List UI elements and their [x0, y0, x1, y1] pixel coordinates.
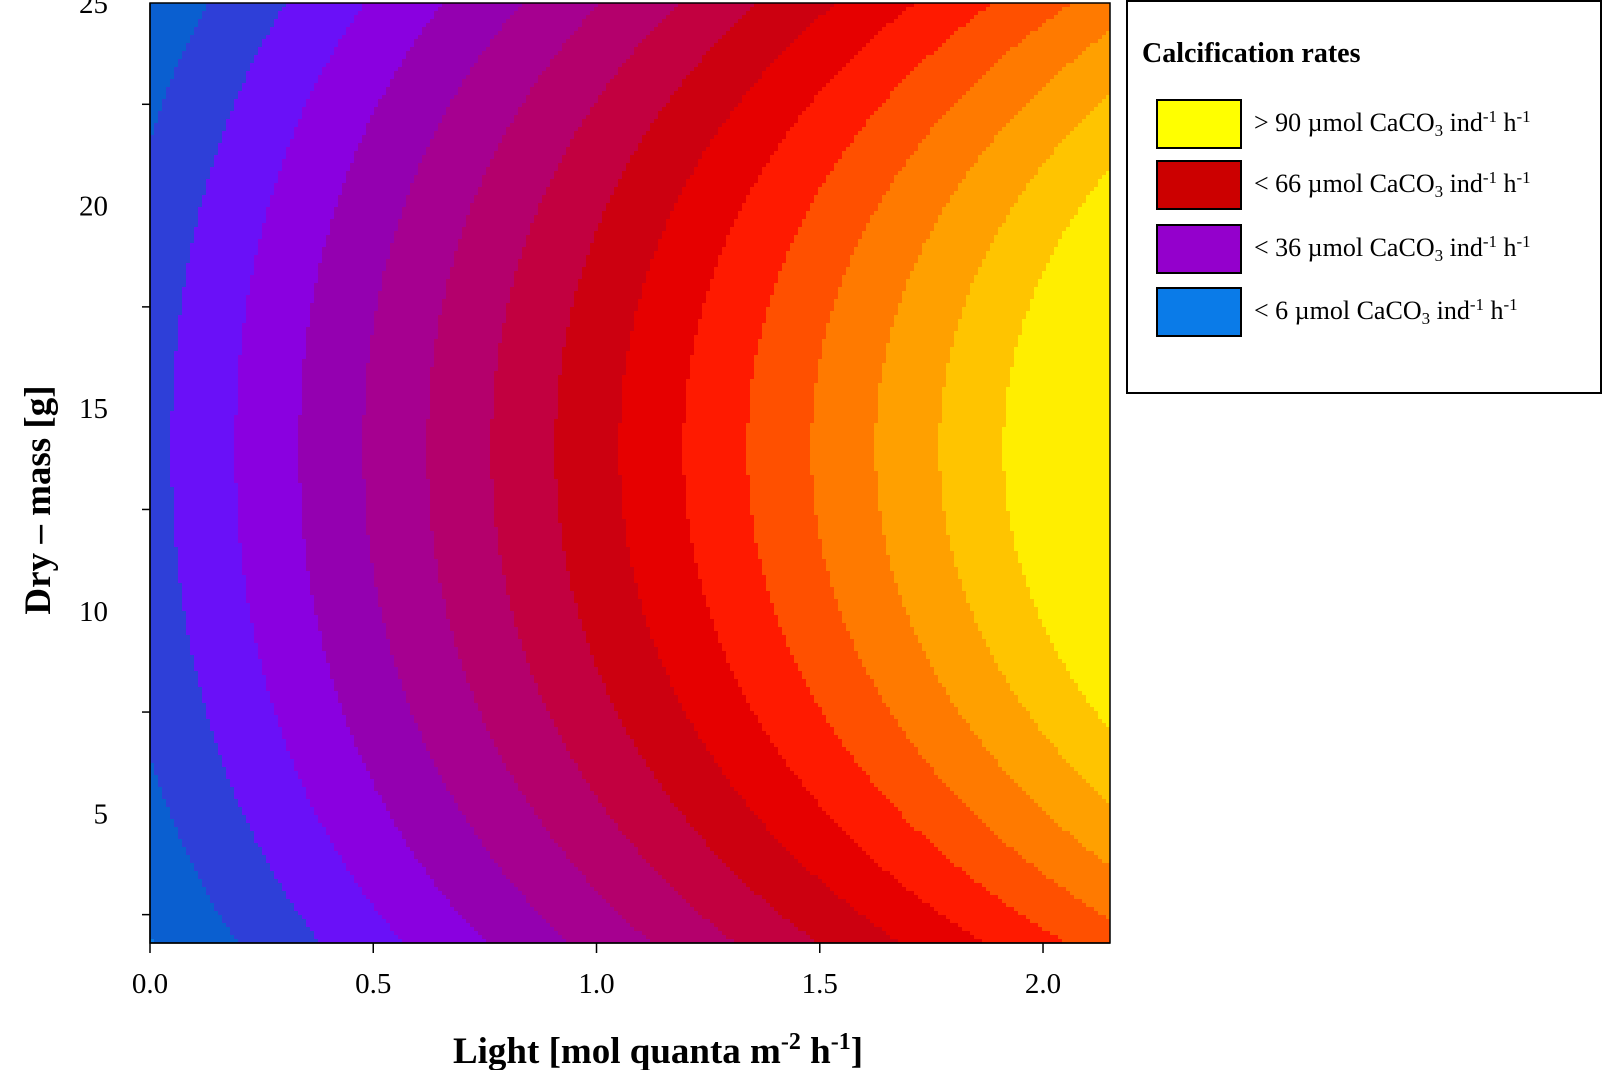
contour-band-5: [298, 3, 566, 943]
contour-band-0: [150, 939, 154, 943]
y-tick-label: 15: [79, 393, 108, 425]
legend-label: < 66 µmol CaCO3 ind-1 h-1: [1254, 168, 1531, 201]
legend-title: Calcification rates: [1142, 38, 1361, 69]
contour-band-14: [874, 31, 1110, 863]
contour-band-7: [426, 3, 734, 943]
legend-swatch: [1156, 160, 1242, 210]
contour-band-8: [490, 3, 814, 943]
legend-swatch: [1156, 287, 1242, 337]
legend-swatch: [1156, 224, 1242, 274]
y-tick-label: 5: [94, 798, 109, 830]
legend-swatch: [1156, 99, 1242, 149]
legend-label: < 6 µmol CaCO3 ind-1 h-1: [1254, 295, 1518, 328]
x-tick-label: 2.0: [1025, 968, 1061, 1000]
x-tick-label: 0.0: [132, 968, 168, 1000]
x-tick-label: 1.0: [578, 968, 614, 1000]
contour-band-2: [150, 3, 318, 943]
contour-band-4: [234, 3, 486, 943]
contour-band-1: [150, 3, 238, 943]
contour-band-13: [810, 3, 1110, 919]
x-axis: 0.0 0.5 1.0 1.5 2.0: [132, 942, 1110, 1000]
y-tick-label: 25: [79, 0, 108, 20]
contour-band-10: [618, 3, 982, 943]
contour-band-9: [554, 3, 898, 943]
y-tick-label: 20: [79, 191, 108, 223]
y-axis: 5 10 15 20 25: [79, 0, 151, 943]
contour-band-12: [746, 3, 1110, 943]
x-axis-title: Light [mol quanta m-2 h-1]: [453, 1029, 863, 1070]
contour-band-11: [682, 3, 1062, 943]
contour-band-6: [362, 3, 650, 943]
y-tick-label: 10: [79, 596, 108, 628]
contour-band-15: [938, 95, 1110, 803]
contour-band-16: [1002, 171, 1110, 727]
x-tick-label: 0.5: [355, 968, 391, 1000]
x-tick-label: 1.5: [802, 968, 838, 1000]
y-axis-title: Dry – mass [g]: [18, 385, 59, 614]
contour-fill-layer: [150, 3, 1110, 943]
legend: Calcification rates > 90 µmol CaCO3 ind-…: [1126, 0, 1602, 394]
legend-label: < 36 µmol CaCO3 ind-1 h-1: [1254, 232, 1531, 265]
contour-band-3: [170, 3, 402, 943]
legend-label: > 90 µmol CaCO3 ind-1 h-1: [1254, 107, 1531, 140]
